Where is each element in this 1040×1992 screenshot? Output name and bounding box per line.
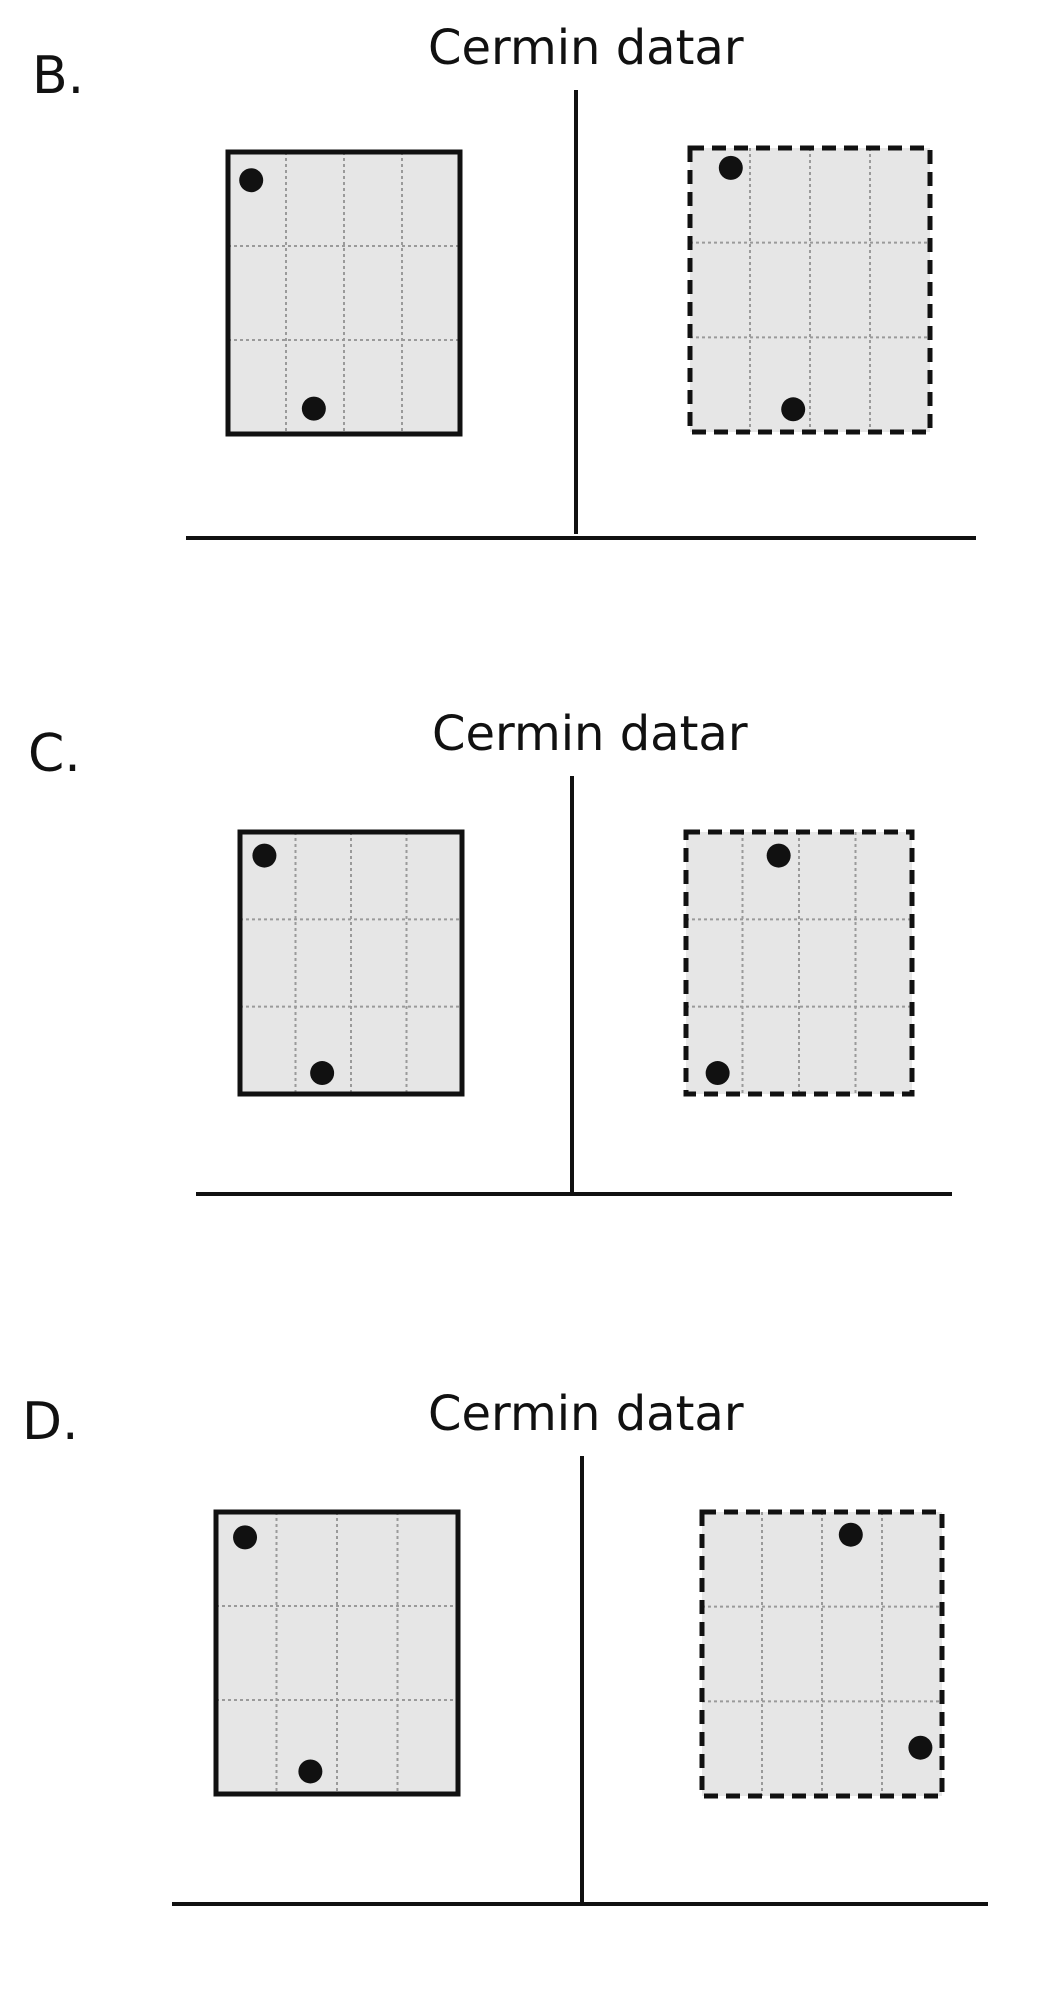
object-square xyxy=(213,1509,461,1797)
mirror-diagram xyxy=(196,776,952,1196)
option-letter: B. xyxy=(32,46,85,106)
object-dot-2 xyxy=(301,396,326,421)
image-dot-1 xyxy=(838,1522,863,1547)
mirror-label: Cermin datar xyxy=(432,706,748,762)
object-dot-1 xyxy=(239,168,264,193)
object-square xyxy=(237,829,465,1097)
mirror-label: Cermin datar xyxy=(428,1386,744,1442)
object-square xyxy=(225,149,463,437)
image-dot-1 xyxy=(718,155,743,180)
image-square xyxy=(683,829,915,1097)
image-square xyxy=(699,1509,945,1799)
mirror-label: Cermin datar xyxy=(428,20,744,76)
image-square xyxy=(687,145,933,435)
option-d: D. Cermin datar xyxy=(0,1360,1040,1992)
image-dot-1 xyxy=(766,843,791,868)
image-dot-2 xyxy=(908,1735,933,1760)
option-letter: D. xyxy=(22,1392,79,1452)
option-b: B. Cermin datar xyxy=(0,0,1040,560)
object-dot-1 xyxy=(252,843,277,868)
option-letter: C. xyxy=(28,724,81,784)
object-dot-2 xyxy=(310,1061,335,1086)
mirror-diagram xyxy=(172,1456,988,1906)
image-dot-2 xyxy=(781,397,806,422)
mirror-diagram xyxy=(186,90,976,540)
object-dot-2 xyxy=(298,1759,323,1784)
image-dot-2 xyxy=(705,1061,730,1086)
object-dot-1 xyxy=(233,1525,258,1550)
option-c: C. Cermin datar xyxy=(0,680,1040,1240)
